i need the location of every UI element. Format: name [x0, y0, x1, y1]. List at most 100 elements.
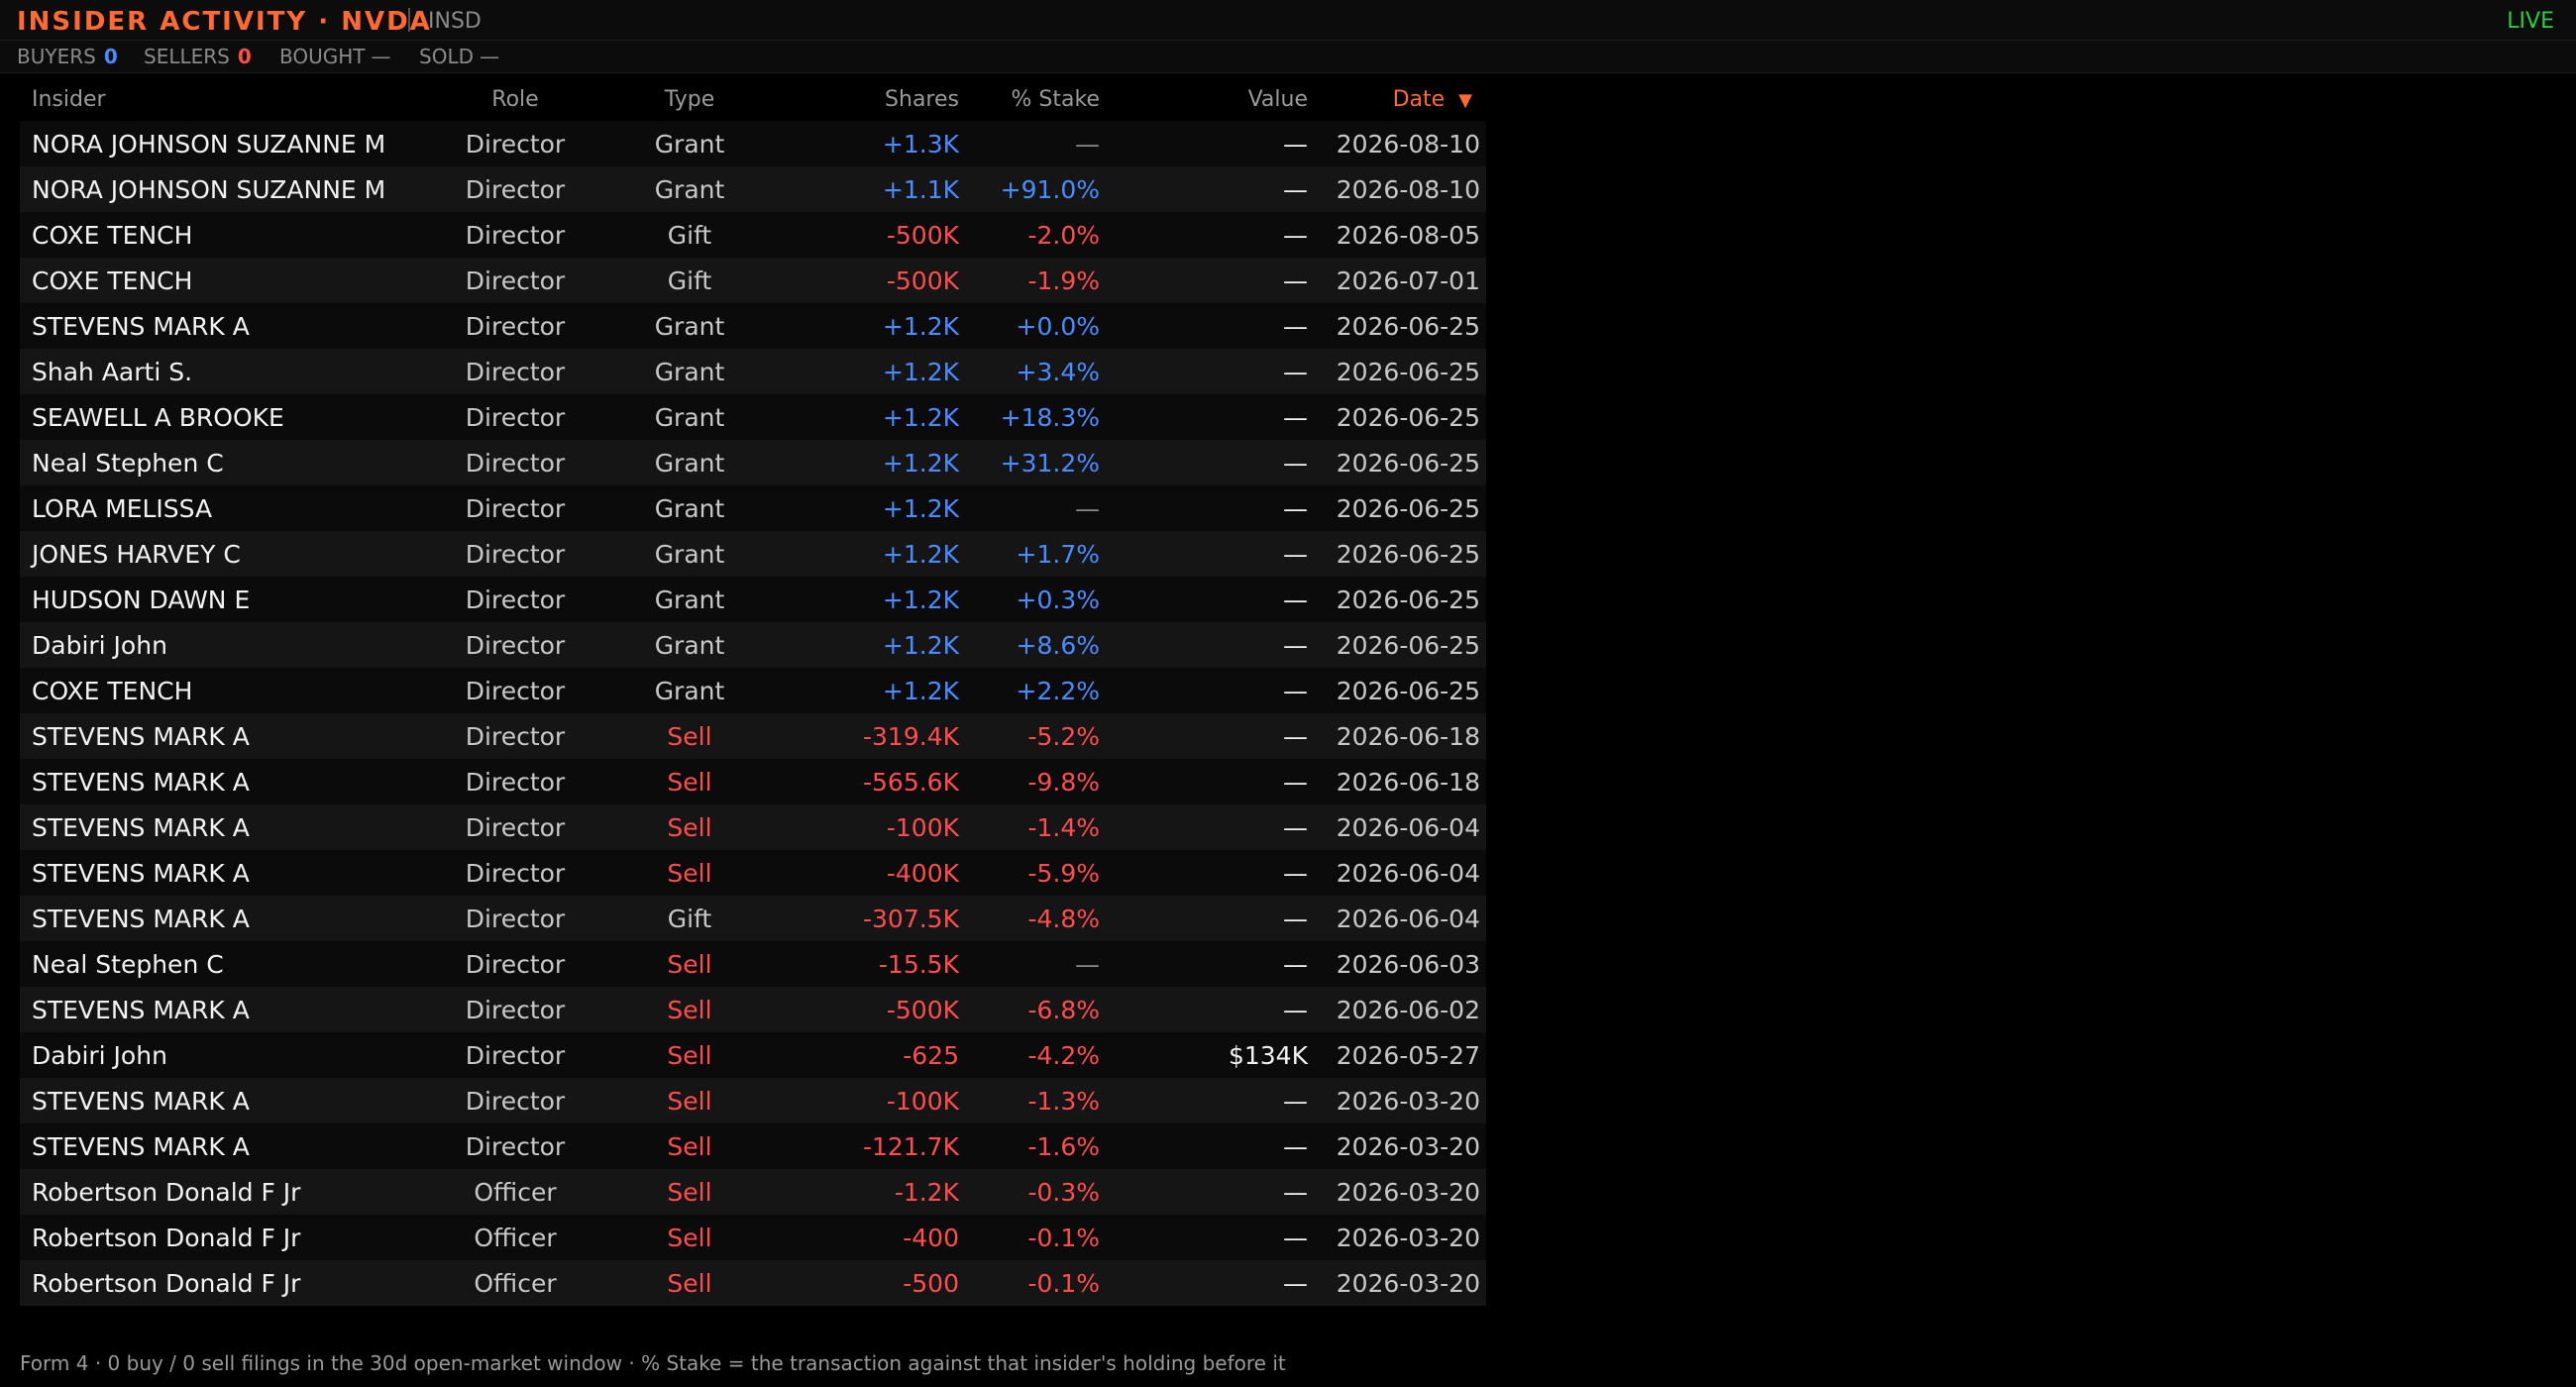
table-row[interactable]: COXE TENCH Director Gift -500K -1.9% — 2026-07…	[20, 258, 1486, 303]
shares-cell: -15.5K	[878, 950, 959, 979]
table-row[interactable]: Robertson Donald F Jr Officer Sell -400 -0.1…	[20, 1215, 1486, 1260]
table-row[interactable]: NORA JOHNSON SUZANNE M Director Grant +1.1K…	[20, 166, 1486, 212]
insider-name-cell: Robertson Donald F Jr	[32, 1178, 301, 1207]
value-cell: —	[1283, 1132, 1308, 1161]
table-row[interactable]: STEVENS MARK A Director Sell -400K -5.9% — 202…	[20, 850, 1486, 896]
transaction-type-cell: Grant	[654, 540, 725, 569]
value-cell: —	[1283, 358, 1308, 386]
transaction-type-cell: Grant	[654, 312, 725, 341]
table-row[interactable]: STEVENS MARK A Director Sell -121.7K -1.6% — 2…	[20, 1123, 1486, 1169]
table-row[interactable]: JONES HARVEY C Director Grant +1.2K +1.7% — 20…	[20, 531, 1486, 577]
table-row[interactable]: SEAWELL A BROOKE Director Grant +1.2K +18.3%…	[20, 394, 1486, 440]
date-cell: 2026-08-05	[1336, 221, 1480, 250]
table-body: NORA JOHNSON SUZANNE M Director Grant +1.3K…	[20, 121, 1486, 1306]
date-cell: 2026-06-02	[1336, 996, 1480, 1024]
shares-cell: -121.7K	[863, 1132, 959, 1161]
stake-percent-cell: —	[1075, 950, 1100, 979]
table-row[interactable]: LORA MELISSA Director Grant +1.2K — — 2026-06-…	[20, 485, 1486, 531]
table-row[interactable]: STEVENS MARK A Director Sell -319.4K -5.2% — 2…	[20, 713, 1486, 759]
value-cell: —	[1283, 130, 1308, 159]
role-cell: Director	[465, 1087, 566, 1116]
insider-name-cell: NORA JOHNSON SUZANNE M	[32, 175, 386, 204]
table-row[interactable]: STEVENS MARK A Director Sell -500K -6.8% — 202…	[20, 987, 1486, 1032]
insider-name-cell: STEVENS MARK A	[32, 996, 250, 1024]
shares-cell: +1.2K	[882, 449, 959, 478]
stake-percent-cell: +18.3%	[1000, 403, 1100, 432]
table-row[interactable]: Shah Aarti S. Director Grant +1.2K +3.4% — 202…	[20, 349, 1486, 394]
stake-percent-cell: -1.9%	[1027, 267, 1100, 295]
value-cell: —	[1283, 1269, 1308, 1298]
stake-percent-cell: -1.6%	[1027, 1132, 1100, 1161]
column-header-date[interactable]: Date ▼	[1393, 87, 1472, 112]
value-cell: —	[1283, 267, 1308, 295]
column-header-stake[interactable]: % Stake	[1011, 87, 1100, 112]
table-row[interactable]: Neal Stephen C Director Grant +1.2K +31.2% — 2…	[20, 440, 1486, 485]
stake-percent-cell: -1.3%	[1027, 1087, 1100, 1116]
insider-name-cell: Shah Aarti S.	[32, 358, 193, 386]
shares-cell: +1.2K	[882, 540, 959, 569]
shares-cell: -625	[903, 1041, 959, 1070]
date-cell: 2026-06-04	[1336, 859, 1480, 888]
insider-name-cell: COXE TENCH	[32, 677, 193, 705]
date-cell: 2026-03-20	[1336, 1224, 1480, 1252]
shares-cell: -400K	[886, 859, 959, 888]
transaction-type-cell: Grant	[654, 130, 725, 159]
value-cell: —	[1283, 540, 1308, 569]
date-cell: 2026-06-25	[1336, 631, 1480, 660]
table-row[interactable]: STEVENS MARK A Director Sell -100K -1.4% — 202…	[20, 804, 1486, 850]
insider-name-cell: Neal Stephen C	[32, 950, 224, 979]
date-cell: 2026-06-25	[1336, 586, 1480, 614]
column-header-insider[interactable]: Insider	[32, 87, 106, 112]
table-row[interactable]: STEVENS MARK A Director Sell -565.6K -9.8% — 2…	[20, 759, 1486, 804]
sold-label: SOLD	[419, 45, 474, 68]
shares-cell: -500K	[886, 221, 959, 250]
transaction-type-cell: Grant	[654, 494, 725, 523]
table-row[interactable]: COXE TENCH Director Gift -500K -2.0% — 2026-08…	[20, 212, 1486, 258]
table-row[interactable]: STEVENS MARK A Director Grant +1.2K +0.0% — 20…	[20, 303, 1486, 349]
transaction-type-cell: Sell	[667, 1224, 712, 1252]
table-row[interactable]: STEVENS MARK A Director Gift -307.5K -4.8% — 2…	[20, 896, 1486, 941]
stake-percent-cell: -4.2%	[1027, 1041, 1100, 1070]
table-row[interactable]: Dabiri John Director Grant +1.2K +8.6% — 2026-…	[20, 622, 1486, 668]
stake-percent-cell: +91.0%	[1000, 175, 1100, 204]
role-cell: Director	[465, 175, 566, 204]
date-cell: 2026-06-25	[1336, 312, 1480, 341]
table-row[interactable]: Neal Stephen C Director Sell -15.5K — — 2026-0…	[20, 941, 1486, 987]
role-cell: Director	[465, 312, 566, 341]
table-row[interactable]: COXE TENCH Director Grant +1.2K +2.2% — 2026-0…	[20, 668, 1486, 713]
column-header-role[interactable]: Role	[491, 87, 539, 112]
insider-name-cell: STEVENS MARK A	[32, 1087, 250, 1116]
stake-percent-cell: +8.6%	[1016, 631, 1100, 660]
date-cell: 2026-06-03	[1336, 950, 1480, 979]
table-row[interactable]: STEVENS MARK A Director Sell -100K -1.3% — 202…	[20, 1078, 1486, 1123]
insider-name-cell: STEVENS MARK A	[32, 722, 250, 751]
shares-cell: +1.2K	[882, 586, 959, 614]
sold-value: —	[479, 45, 499, 68]
table-row[interactable]: Dabiri John Director Sell -625 -4.2% $134K 202…	[20, 1032, 1486, 1078]
insider-transactions-table: Insider Role Type Shares % Stake Value D…	[20, 79, 1486, 1306]
value-cell: —	[1283, 1178, 1308, 1207]
table-row[interactable]: Robertson Donald F Jr Officer Sell -500 -0.1…	[20, 1260, 1486, 1306]
stake-percent-cell: +0.0%	[1016, 312, 1100, 341]
footer-note: Form 4 · 0 buy / 0 sell filings in the 3…	[20, 1351, 1286, 1375]
transaction-type-cell: Sell	[667, 1132, 712, 1161]
transaction-type-cell: Grant	[654, 677, 725, 705]
column-header-type[interactable]: Type	[664, 87, 715, 112]
table-row[interactable]: Robertson Donald F Jr Officer Sell -1.2K -0.…	[20, 1169, 1486, 1215]
transaction-type-cell: Sell	[667, 1087, 712, 1116]
stake-percent-cell: +2.2%	[1016, 677, 1100, 705]
column-header-value[interactable]: Value	[1247, 87, 1308, 112]
column-header-shares[interactable]: Shares	[885, 87, 959, 112]
stake-percent-cell: -0.1%	[1027, 1224, 1100, 1252]
table-row[interactable]: NORA JOHNSON SUZANNE M Director Grant +1.3K…	[20, 121, 1486, 166]
title-bar: INSIDER ACTIVITY · NVDA INSD LIVE	[0, 0, 2576, 41]
insider-name-cell: Robertson Donald F Jr	[32, 1269, 301, 1298]
role-cell: Director	[465, 722, 566, 751]
role-cell: Director	[465, 358, 566, 386]
date-cell: 2026-06-18	[1336, 722, 1480, 751]
role-cell: Director	[465, 768, 566, 797]
value-cell: —	[1283, 996, 1308, 1024]
role-cell: Director	[465, 494, 566, 523]
table-row[interactable]: HUDSON DAWN E Director Grant +1.2K +0.3% — 202…	[20, 577, 1486, 622]
value-cell: —	[1283, 221, 1308, 250]
